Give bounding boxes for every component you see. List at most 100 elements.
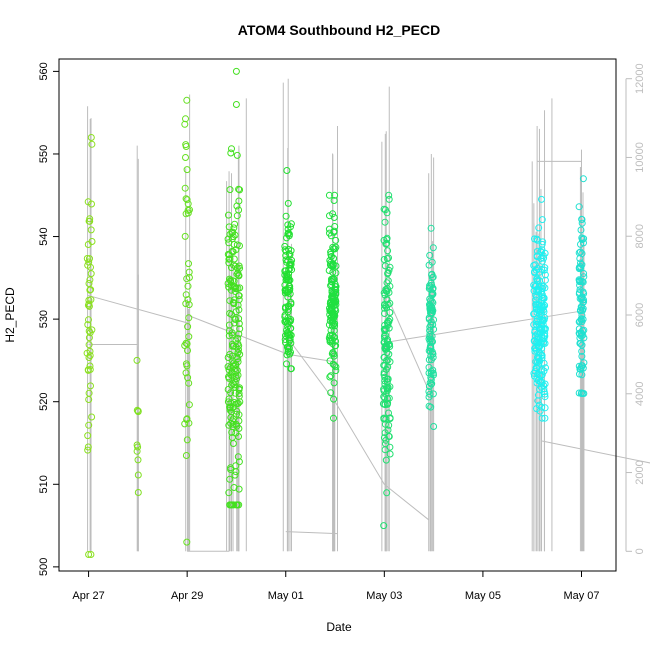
data-point <box>225 421 233 429</box>
data-point <box>184 374 192 382</box>
data-point <box>330 197 338 204</box>
data-point <box>182 141 190 149</box>
data-point <box>427 224 435 232</box>
data-point <box>232 308 240 316</box>
data-point <box>331 333 339 341</box>
data-point <box>182 300 190 308</box>
data-point <box>384 395 391 402</box>
data-point <box>428 289 436 297</box>
data-point <box>330 245 338 253</box>
data-point <box>575 389 583 397</box>
data-point <box>531 367 539 375</box>
data-point <box>533 264 541 272</box>
data-point <box>229 420 237 428</box>
data-point <box>84 432 92 440</box>
data-point <box>233 375 241 382</box>
data-point <box>327 258 335 266</box>
data-point <box>285 344 293 352</box>
data-point <box>381 218 389 226</box>
data-point <box>233 151 241 159</box>
data-point <box>328 278 336 286</box>
data-point <box>229 362 237 370</box>
data-point <box>541 264 549 272</box>
data-point <box>536 343 544 351</box>
data-point <box>538 351 546 359</box>
data-point <box>578 389 585 397</box>
data-point <box>541 325 549 333</box>
data-point <box>88 140 96 148</box>
data-point <box>235 392 243 400</box>
data-point <box>282 287 290 295</box>
data-point <box>230 342 237 350</box>
y2-tick-label: 8000 <box>634 224 646 248</box>
data-point <box>228 145 235 153</box>
data-point <box>538 371 546 379</box>
sample-connector-14 <box>386 295 435 402</box>
data-point <box>575 325 583 333</box>
y-tick-label: 550 <box>38 145 50 163</box>
data-point <box>225 239 233 247</box>
data-point <box>227 282 235 290</box>
data-point <box>385 266 393 274</box>
data-point <box>185 268 193 276</box>
data-point <box>225 211 232 219</box>
data-point <box>331 362 339 369</box>
data-point <box>537 247 545 255</box>
data-point <box>184 282 192 290</box>
data-point <box>229 440 237 447</box>
data-point <box>576 370 583 378</box>
data-point <box>576 317 584 325</box>
data-point <box>580 270 588 277</box>
data-point <box>182 360 190 368</box>
data-point <box>225 332 233 340</box>
data-point <box>182 195 190 203</box>
data-point <box>225 223 233 231</box>
data-point <box>225 489 233 497</box>
data-point <box>232 67 240 75</box>
data-point <box>86 347 94 355</box>
data-point <box>381 394 389 402</box>
data-point <box>380 354 388 361</box>
data-point <box>578 219 586 227</box>
data-point <box>382 440 389 448</box>
data-point <box>532 339 540 347</box>
data-point <box>85 316 92 324</box>
data-point <box>325 191 333 199</box>
data-point <box>575 203 583 211</box>
data-point <box>531 332 539 340</box>
data-point <box>85 421 93 429</box>
data-point <box>532 364 540 372</box>
data-point <box>281 304 289 312</box>
data-point <box>541 390 549 398</box>
data-point <box>533 277 541 285</box>
data-point <box>380 361 388 369</box>
data-point <box>85 334 93 342</box>
data-point <box>541 414 549 422</box>
data-point <box>578 261 586 269</box>
data-point <box>531 235 538 243</box>
data-point <box>84 261 92 269</box>
data-point <box>541 393 549 401</box>
data-point <box>580 239 587 247</box>
data-point <box>226 406 234 414</box>
data-point <box>539 316 547 324</box>
sample-connector-12 <box>541 440 650 464</box>
data-point <box>87 226 95 234</box>
data-point <box>384 277 392 285</box>
data-point <box>429 244 437 252</box>
data-point <box>326 304 333 312</box>
data-point <box>536 316 544 324</box>
data-point <box>383 285 391 293</box>
data-point <box>426 305 434 313</box>
chart-title: ATOM4 Southbound H2_PECD <box>238 22 440 38</box>
data-point <box>235 411 243 419</box>
data-point <box>228 428 236 436</box>
data-point <box>284 225 292 233</box>
data-point <box>380 332 388 340</box>
data-point <box>332 283 340 291</box>
data-point <box>185 419 193 427</box>
data-point <box>385 191 393 199</box>
data-point <box>183 275 191 283</box>
data-point <box>230 501 238 509</box>
